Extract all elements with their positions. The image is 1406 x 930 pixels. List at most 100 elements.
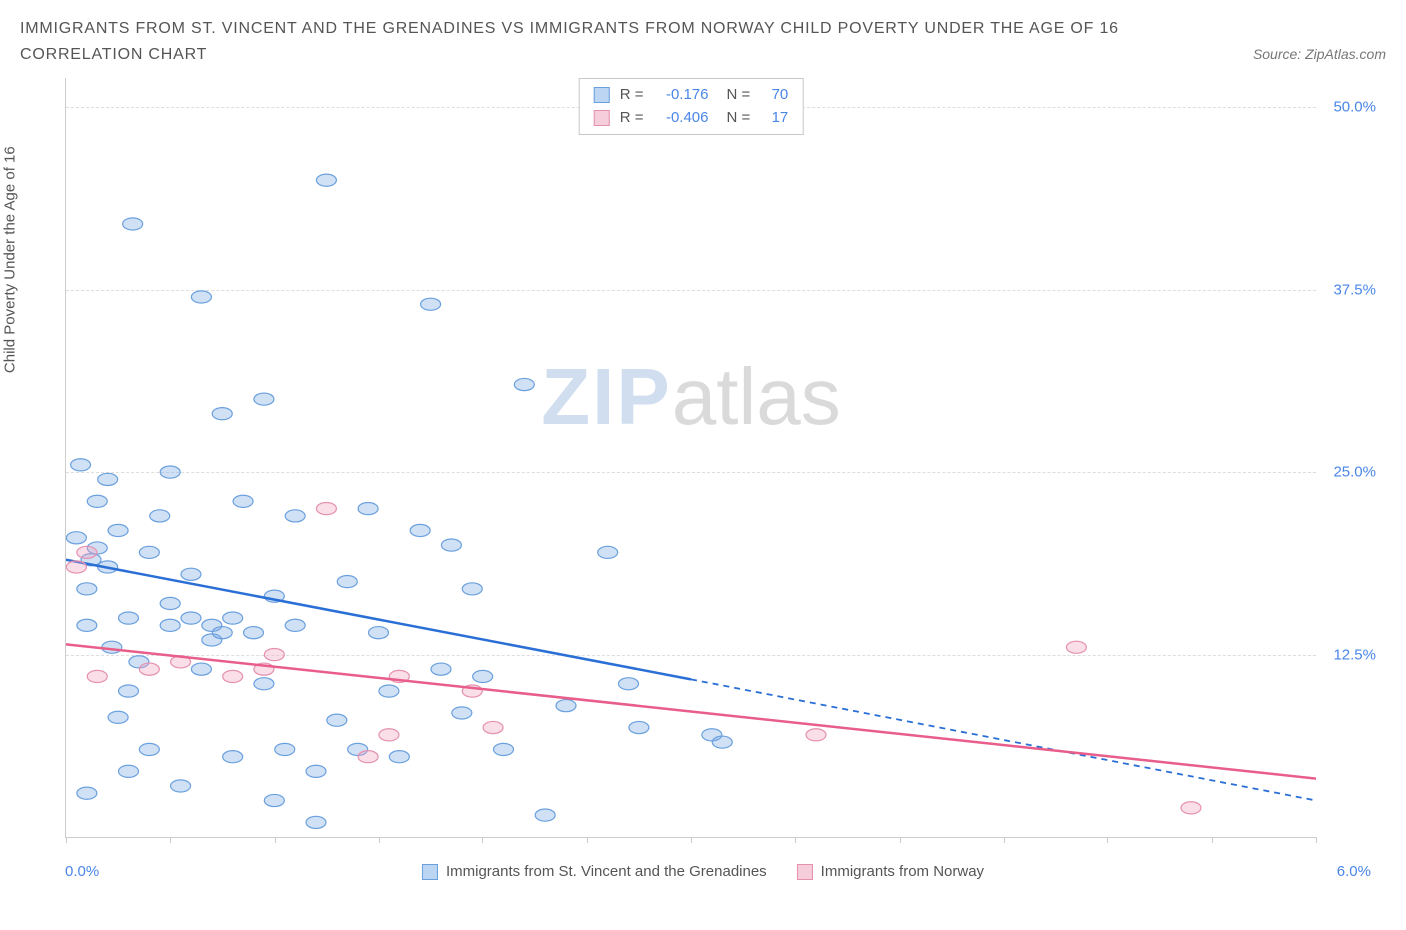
data-point bbox=[306, 765, 326, 777]
data-point bbox=[806, 729, 826, 741]
data-point bbox=[712, 736, 732, 748]
data-point bbox=[87, 495, 107, 507]
data-point bbox=[77, 787, 97, 799]
data-point bbox=[619, 678, 639, 690]
data-point bbox=[160, 619, 180, 631]
stats-row: R = -0.406 N = 17 bbox=[594, 107, 789, 130]
data-point bbox=[306, 816, 326, 828]
stats-n-value: 17 bbox=[760, 107, 788, 130]
stats-n-label: N = bbox=[727, 84, 751, 107]
data-point bbox=[452, 707, 472, 719]
data-point bbox=[462, 583, 482, 595]
x-tick bbox=[1107, 837, 1108, 843]
data-point bbox=[316, 503, 336, 515]
data-point bbox=[160, 597, 180, 609]
data-point bbox=[483, 721, 503, 733]
data-point bbox=[316, 174, 336, 186]
data-point bbox=[431, 663, 451, 675]
data-point bbox=[191, 663, 211, 675]
data-point bbox=[223, 670, 243, 682]
legend-label: Immigrants from St. Vincent and the Gren… bbox=[446, 863, 767, 880]
data-point bbox=[77, 619, 97, 631]
data-point bbox=[77, 583, 97, 595]
plot-wrapper: Child Poverty Under the Age of 16 ZIPatl… bbox=[20, 68, 1386, 888]
data-point bbox=[264, 794, 284, 806]
legend-swatch bbox=[422, 864, 438, 880]
data-point bbox=[410, 524, 430, 536]
data-point bbox=[285, 510, 305, 522]
data-point bbox=[139, 743, 159, 755]
x-axis-max-label: 6.0% bbox=[1337, 863, 1371, 880]
data-point bbox=[441, 539, 461, 551]
data-point bbox=[254, 678, 274, 690]
source-attribution: Source: ZipAtlas.com bbox=[1253, 46, 1386, 62]
stats-r-label: R = bbox=[620, 84, 644, 107]
scatter-svg bbox=[66, 78, 1316, 837]
x-tick bbox=[795, 837, 796, 843]
x-tick bbox=[275, 837, 276, 843]
data-point bbox=[139, 546, 159, 558]
data-point bbox=[119, 765, 139, 777]
data-point bbox=[254, 393, 274, 405]
data-point bbox=[212, 408, 232, 420]
stats-swatch bbox=[594, 87, 610, 103]
correlation-stats-box: R =-0.176N =70R =-0.406N =17 bbox=[579, 78, 804, 135]
data-point bbox=[327, 714, 347, 726]
stats-r-value: -0.406 bbox=[654, 107, 709, 130]
data-point bbox=[629, 721, 649, 733]
data-point bbox=[87, 670, 107, 682]
x-tick bbox=[482, 837, 483, 843]
data-point bbox=[66, 561, 86, 573]
data-point bbox=[379, 729, 399, 741]
data-point bbox=[275, 743, 295, 755]
data-point bbox=[119, 612, 139, 624]
y-tick-label: 50.0% bbox=[1333, 99, 1376, 116]
stats-row: R =-0.176N =70 bbox=[594, 84, 789, 107]
data-point bbox=[108, 711, 128, 723]
trend-line bbox=[66, 644, 1316, 778]
data-point bbox=[514, 378, 534, 390]
data-point bbox=[139, 663, 159, 675]
data-point bbox=[233, 495, 253, 507]
data-point bbox=[1181, 802, 1201, 814]
correlation-chart: IMMIGRANTS FROM ST. VINCENT AND THE GREN… bbox=[20, 20, 1386, 888]
legend-entry: Immigrants from St. Vincent and the Gren… bbox=[422, 863, 767, 880]
data-point bbox=[494, 743, 514, 755]
data-point bbox=[389, 751, 409, 763]
chart-title: IMMIGRANTS FROM ST. VINCENT AND THE GREN… bbox=[20, 20, 1386, 38]
data-point bbox=[473, 670, 493, 682]
trend-line bbox=[66, 560, 691, 680]
data-point bbox=[108, 524, 128, 536]
data-point bbox=[598, 546, 618, 558]
x-tick bbox=[170, 837, 171, 843]
data-point bbox=[379, 685, 399, 697]
chart-subtitle: CORRELATION CHART bbox=[20, 46, 207, 64]
data-point bbox=[160, 466, 180, 478]
data-point bbox=[535, 809, 555, 821]
data-point bbox=[223, 751, 243, 763]
data-point bbox=[285, 619, 305, 631]
legend-swatch bbox=[797, 864, 813, 880]
data-point bbox=[337, 575, 357, 587]
x-tick bbox=[900, 837, 901, 843]
data-point bbox=[71, 459, 91, 471]
data-point bbox=[191, 291, 211, 303]
data-point bbox=[358, 503, 378, 515]
y-tick-label: 25.0% bbox=[1333, 464, 1376, 481]
x-axis-min-label: 0.0% bbox=[65, 863, 99, 880]
stats-n-value: 70 bbox=[760, 84, 788, 107]
y-tick-label: 12.5% bbox=[1333, 646, 1376, 663]
stats-r-label: R = bbox=[620, 107, 644, 130]
plot-area: ZIPatlas R =-0.176N =70R =-0.406N =17 12… bbox=[65, 78, 1316, 838]
data-point bbox=[421, 298, 441, 310]
stats-n-label: N = bbox=[727, 107, 751, 130]
data-point bbox=[98, 473, 118, 485]
data-point bbox=[556, 700, 576, 712]
legend-entry: Immigrants from Norway bbox=[797, 863, 984, 880]
title-area: IMMIGRANTS FROM ST. VINCENT AND THE GREN… bbox=[20, 20, 1386, 64]
y-tick-label: 37.5% bbox=[1333, 281, 1376, 298]
data-point bbox=[244, 627, 264, 639]
data-point bbox=[119, 685, 139, 697]
data-point bbox=[181, 612, 201, 624]
x-tick bbox=[1316, 837, 1317, 843]
